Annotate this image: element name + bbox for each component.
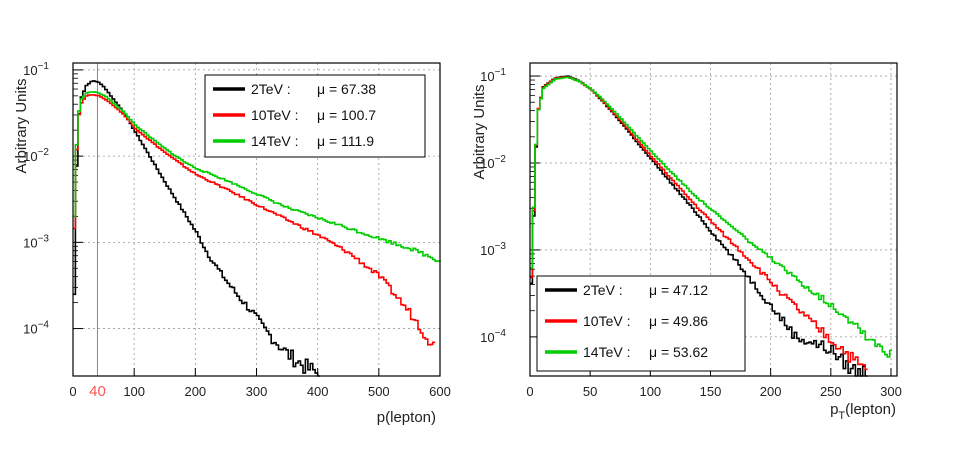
- y-tick-label: 10−2: [23, 147, 49, 164]
- x-tick-label: 0: [69, 384, 76, 399]
- series-line-10TeV: [73, 94, 436, 346]
- x-axis-label-left: p(lepton): [377, 409, 436, 426]
- y-tick-label: 10−1: [480, 67, 506, 84]
- series-line-14TeV: [73, 91, 441, 262]
- x-tick-label: 0: [526, 384, 533, 399]
- y-tick-label: 10−1: [23, 61, 49, 78]
- legend-label-2TeV: 2TeV :: [583, 282, 623, 298]
- y-tick-label: 10−4: [480, 328, 506, 345]
- x-tick-label: 500: [368, 384, 390, 399]
- x-axis-label-right-sub: T: [838, 410, 845, 422]
- legend-label-14TeV: 14TeV :: [583, 344, 630, 360]
- chart-left: Arbitrary Units p(lepton) 0 100 200 300 400 5…: [13, 61, 451, 426]
- legend-mean-10TeV: μ = 100.7: [317, 107, 376, 123]
- x-tick-label: 200: [184, 384, 206, 399]
- x-tick-label: 100: [639, 384, 661, 399]
- x-tick-label: 250: [820, 384, 842, 399]
- x-tick-label: 150: [700, 384, 722, 399]
- legend-box: [536, 275, 746, 372]
- legend-mean-10TeV: μ = 49.86: [649, 313, 708, 329]
- x-axis-label-right-rest: (lepton): [845, 401, 896, 418]
- x-axis-label-right: pT(lepton): [830, 401, 896, 422]
- x-tick-label: 300: [880, 384, 902, 399]
- y-tick-label: 10−3: [23, 233, 49, 250]
- y-tick-label: 10−3: [480, 241, 506, 258]
- y-axis-label-right: Arbitrary Units: [471, 84, 488, 179]
- series-line-2TeV: [73, 80, 321, 377]
- series-line-14TeV: [530, 76, 893, 358]
- legend-label-10TeV: 10TeV :: [583, 313, 630, 329]
- x-tick-label: 400: [307, 384, 329, 399]
- legend-mean-2TeV: μ = 47.12: [649, 282, 708, 298]
- x-tick-label: 50: [583, 384, 597, 399]
- x-tick-label: 600: [429, 384, 451, 399]
- x-tick-label: 100: [123, 384, 145, 399]
- legend-mean-2TeV: μ = 67.38: [317, 81, 376, 97]
- y-tick-label: 10−2: [480, 154, 506, 171]
- legend-label-10TeV: 10TeV :: [251, 107, 298, 123]
- chart-right: Arbitrary Units pT(lepton) 0 50 100 150 200 2…: [471, 62, 902, 422]
- x-tick-label: 200: [760, 384, 782, 399]
- plot-frame: [72, 62, 441, 377]
- plot-frame: [529, 62, 898, 377]
- legend-mean-14TeV: μ = 53.62: [649, 344, 708, 360]
- legend-mean-14TeV: μ = 111.9: [317, 133, 374, 149]
- y-tick-label: 10−4: [23, 320, 49, 337]
- cut-line-label: 40: [89, 383, 106, 400]
- x-tick-label: 300: [246, 384, 268, 399]
- y-axis-label-left: Arbitrary Units: [13, 78, 30, 173]
- legend-label-14TeV: 14TeV :: [251, 133, 298, 149]
- x-axis-label-right-main: p: [830, 401, 838, 418]
- legend-label-2TeV: 2TeV :: [251, 81, 291, 97]
